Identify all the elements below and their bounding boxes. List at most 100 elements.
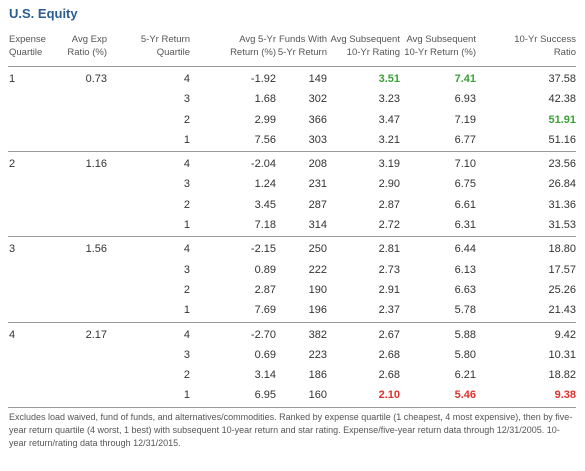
cell-expense-quartile: 1 (9, 73, 16, 85)
cell-10yr-rating: 2.10 (378, 389, 400, 402)
quartile-group: 4 2.17 4 -2.70 382 2.67 5.88 9.42 3 0.69 223 2.68 5.… (0, 325, 585, 410)
cell-expense-quartile: 2 (9, 158, 16, 171)
group-divider (8, 236, 576, 238)
cell-10yr-rating: 2.73 (378, 263, 400, 276)
cell-funds-count: 287 (308, 198, 327, 211)
cell-avg-5yr-return: -2.15 (250, 243, 276, 256)
table-row: 1 7.69 196 2.37 5.78 21.43 (0, 300, 585, 320)
cell-10yr-return: 6.61 (454, 198, 476, 211)
cell-10yr-return: 6.75 (454, 178, 476, 191)
cell-return-quartile: 3 (183, 178, 190, 191)
cell-success-ratio: 9.42 (554, 328, 576, 341)
cell-funds-count: 223 (308, 348, 327, 361)
quartile-group: 1 0.73 4 -1.92 149 3.51 7.41 37.58 3 1.68 302 3.23 6… (0, 69, 585, 154)
header-10yr-success-ratio: 10-Yr Success Ratio (514, 33, 576, 59)
cell-10yr-rating: 2.81 (378, 243, 400, 256)
cell-10yr-rating: 2.68 (378, 348, 400, 361)
table-row: 3 1.68 302 3.23 6.93 42.38 (0, 89, 585, 109)
cell-avg-5yr-return: 6.95 (254, 389, 276, 402)
table-row: 3 0.69 223 2.68 5.80 10.31 (0, 345, 585, 365)
cell-funds-count: 302 (308, 93, 327, 106)
cell-success-ratio: 42.38 (548, 93, 576, 106)
cell-10yr-return: 6.13 (454, 263, 476, 276)
table-row: 4 2.17 4 -2.70 382 2.67 5.88 9.42 (0, 325, 585, 345)
table-row: 1 0.73 4 -1.92 149 3.51 7.41 37.58 (0, 69, 585, 89)
cell-funds-count: 250 (308, 243, 327, 256)
cell-avg-exp-ratio: 0.73 (85, 73, 107, 85)
cell-funds-count: 208 (308, 158, 327, 171)
cell-success-ratio: 23.56 (548, 158, 576, 171)
cell-avg-5yr-return: 1.24 (254, 178, 276, 191)
cell-avg-5yr-return: 0.69 (254, 348, 276, 361)
cell-success-ratio: 17.57 (548, 263, 576, 276)
header-line: Ratio (553, 47, 576, 58)
footnote: Excludes load waived, fund of funds, and… (9, 412, 573, 448)
header-expense-quartile: Expense Quartile (9, 33, 46, 59)
group-divider (8, 406, 576, 408)
table-header: Expense Quartile Avg Exp Ratio (%) 5-Yr Retu… (0, 33, 585, 63)
header-line: Quartile (156, 47, 190, 58)
group-divider (8, 321, 576, 323)
cell-success-ratio: 21.43 (548, 304, 576, 317)
cell-funds-count: 160 (308, 389, 327, 402)
cell-10yr-rating: 2.68 (378, 369, 400, 382)
cell-10yr-rating: 3.47 (378, 113, 400, 126)
header-line: 10-Yr Rating (346, 47, 400, 58)
cell-10yr-rating: 2.87 (378, 198, 400, 211)
cell-funds-count: 314 (308, 219, 327, 232)
group-divider (8, 151, 576, 153)
cell-avg-5yr-return: 7.69 (254, 304, 276, 317)
cell-10yr-rating: 2.90 (378, 178, 400, 191)
header-line: Funds With (278, 34, 327, 45)
cell-return-quartile: 1 (183, 389, 190, 402)
cell-return-quartile: 1 (183, 133, 190, 146)
cell-return-quartile: 3 (183, 348, 190, 361)
cell-10yr-return: 5.46 (454, 389, 476, 402)
quartile-group: 2 1.16 4 -2.04 208 3.19 7.10 23.56 3 1.24 231 2.90 6… (0, 154, 585, 239)
cell-avg-5yr-return: -2.70 (250, 328, 276, 341)
table-row: 1 7.56 303 3.21 6.77 51.16 (0, 130, 585, 150)
header-avg-10yr-return: Avg Subsequent 10-Yr Return (%) (404, 33, 476, 59)
table-row: 2 3.14 186 2.68 6.21 18.82 (0, 365, 585, 385)
cell-avg-exp-ratio: 2.17 (85, 328, 107, 341)
cell-success-ratio: 18.82 (548, 369, 576, 382)
cell-funds-count: 222 (308, 263, 327, 276)
cell-10yr-return: 7.10 (454, 158, 476, 171)
header-line: 10-Yr Success (514, 34, 576, 45)
header-5yr-return-quartile: 5-Yr Return Quartile (141, 33, 190, 59)
cell-10yr-rating: 3.51 (378, 73, 400, 85)
header-line: Ratio (%) (67, 47, 107, 58)
cell-funds-count: 149 (308, 73, 327, 85)
cell-avg-5yr-return: -1.92 (250, 73, 276, 85)
cell-return-quartile: 2 (183, 198, 190, 211)
header-line: 5-Yr Return (277, 47, 327, 58)
header-line: 5-Yr Return (140, 34, 190, 45)
cell-avg-5yr-return: 0.89 (254, 263, 276, 276)
table-row: 3 0.89 222 2.73 6.13 17.57 (0, 260, 585, 280)
cell-return-quartile: 4 (183, 158, 190, 171)
cell-expense-quartile: 3 (9, 243, 16, 256)
table-row: 2 2.99 366 3.47 7.19 51.91 (0, 110, 585, 130)
cell-10yr-return: 6.63 (454, 283, 476, 296)
cell-success-ratio: 9.38 (554, 389, 576, 402)
table-row: 3 1.56 4 -2.15 250 2.81 6.44 18.80 (0, 239, 585, 259)
cell-success-ratio: 51.16 (548, 133, 576, 146)
cell-avg-5yr-return: -2.04 (250, 158, 276, 171)
cell-return-quartile: 2 (183, 369, 190, 382)
header-avg-10yr-rating: Avg Subsequent 10-Yr Rating (330, 33, 400, 59)
header-line: Avg Exp (71, 34, 107, 45)
table-row: 1 6.95 160 2.10 5.46 9.38 (0, 385, 585, 405)
header-line: Avg Subsequent (406, 34, 476, 45)
cell-funds-count: 196 (308, 304, 327, 317)
cell-avg-5yr-return: 1.68 (254, 93, 276, 106)
table-row: 2 3.45 287 2.87 6.61 31.36 (0, 195, 585, 215)
cell-return-quartile: 4 (183, 243, 190, 256)
cell-avg-5yr-return: 2.99 (254, 113, 276, 126)
cell-funds-count: 382 (308, 328, 327, 341)
header-line: Quartile (9, 47, 43, 58)
cell-avg-5yr-return: 2.87 (254, 283, 276, 296)
cell-expense-quartile: 4 (9, 328, 16, 341)
cell-return-quartile: 1 (183, 304, 190, 317)
table-row: 1 7.18 314 2.72 6.31 31.53 (0, 215, 585, 235)
